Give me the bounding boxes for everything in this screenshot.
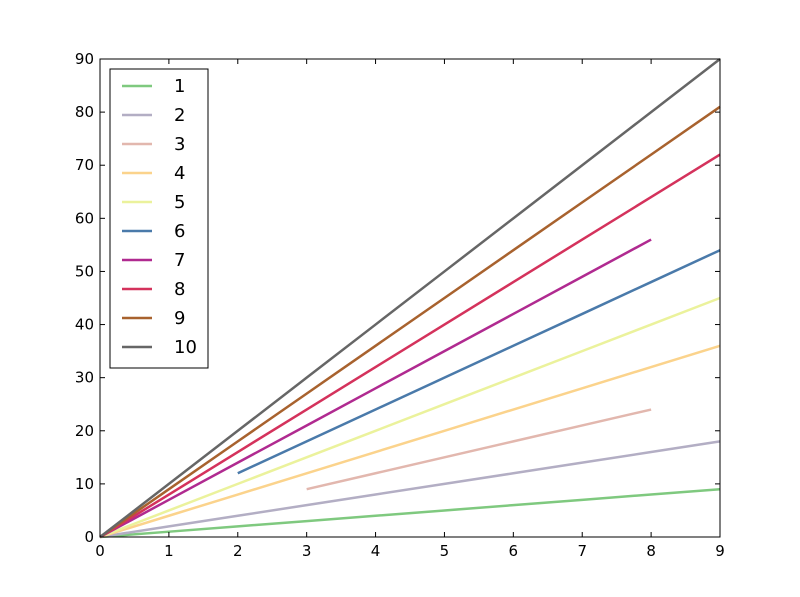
series-line: [306, 408, 652, 491]
series-line: [99, 296, 721, 539]
y-tick-label: 30: [75, 369, 94, 387]
legend-label: 6: [174, 221, 185, 242]
x-tick-label: 2: [233, 542, 243, 560]
legend-label: 8: [174, 279, 185, 300]
y-tick-label: 0: [84, 528, 94, 546]
series-line: [99, 440, 721, 539]
x-tick-label: 5: [440, 542, 450, 560]
legend-label: 7: [174, 250, 185, 271]
y-tick-label: 10: [75, 475, 94, 493]
legend-label: 10: [174, 337, 197, 358]
legend-label: 9: [174, 308, 185, 329]
series-line: [99, 153, 721, 539]
y-tick-label: 50: [75, 262, 94, 280]
x-tick-label: 3: [302, 542, 312, 560]
legend: 1 2 3 4 5 6 7 8 9 10: [109, 68, 209, 369]
legend-label: 4: [174, 163, 185, 184]
series-line: [99, 105, 721, 539]
y-tick-label: 40: [75, 316, 94, 334]
x-tick-label: 9: [715, 542, 725, 560]
legend-label: 2: [174, 105, 185, 126]
legend-label: 1: [174, 76, 185, 97]
x-tick-label: 6: [509, 542, 519, 560]
legend-label: 5: [174, 192, 185, 213]
y-tick-label: 80: [75, 103, 94, 121]
x-tick-label: 8: [646, 542, 656, 560]
y-tick-label: 20: [75, 422, 94, 440]
x-tick-label: 0: [95, 542, 105, 560]
x-tick-label: 1: [164, 542, 174, 560]
series-line: [99, 238, 652, 539]
legend-label: 3: [174, 134, 185, 155]
y-tick-label: 70: [75, 156, 94, 174]
x-tick-label: 7: [577, 542, 587, 560]
series-line: [237, 249, 721, 475]
x-tick-label: 4: [371, 542, 381, 560]
y-tick-label: 90: [75, 50, 94, 68]
y-tick-label: 60: [75, 209, 94, 227]
plot-frame: [99, 58, 721, 538]
series-line: [99, 344, 721, 539]
series-line: [99, 58, 721, 538]
series-line: [99, 487, 721, 539]
